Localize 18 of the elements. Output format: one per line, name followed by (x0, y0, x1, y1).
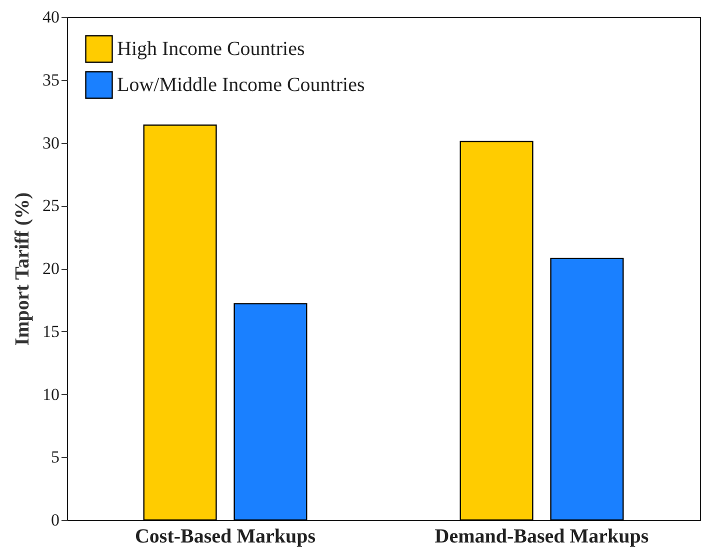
y-tick-label: 25 (42, 196, 60, 216)
y-axis-title: Import Tariff (%) (12, 192, 34, 346)
y-tick-label: 35 (42, 70, 60, 90)
y-tick-label: 30 (42, 133, 60, 152)
x-tick-label: Cost-Based Markups (134, 526, 316, 548)
y-tick-label: 0 (51, 510, 60, 530)
bar (550, 258, 624, 521)
legend-label: High Income Countries (117, 38, 305, 60)
y-tick-label: 10 (42, 384, 60, 404)
y-tick-label: 5 (51, 448, 60, 467)
y-tick-label: 40 (42, 8, 60, 26)
bar (234, 303, 308, 521)
legend-label: Low/Middle Income Countries (117, 74, 365, 96)
x-tick-label: Demand-Based Markups (434, 526, 649, 548)
bar (143, 124, 217, 521)
y-tick-label: 15 (42, 322, 60, 341)
bar (460, 140, 534, 521)
y-tick-label: 20 (42, 259, 60, 278)
